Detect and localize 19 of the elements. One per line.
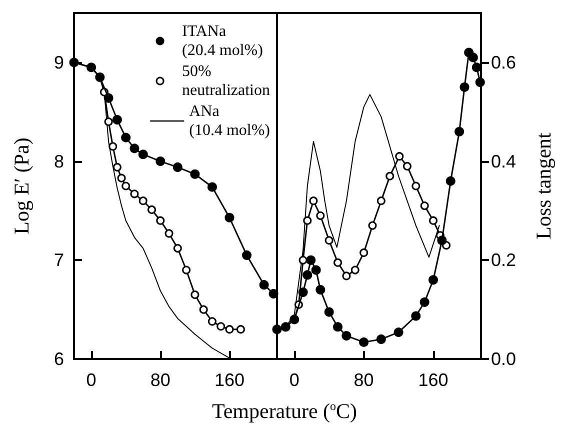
text: 0.4	[491, 151, 516, 172]
x-tick-label: 80	[150, 370, 170, 390]
y-tick-label: 6	[54, 349, 64, 369]
x-tick-label: 80	[354, 370, 374, 390]
legend-label: 50% neutralization	[182, 63, 270, 99]
y-tick-label: 8	[54, 151, 64, 172]
legend-label: ANa (10.4 mol%)	[189, 103, 270, 139]
y-axis-title: Log E′ (Pa)	[10, 138, 34, 234]
x-tick-label: 160	[214, 370, 245, 390]
text: 0.2	[491, 250, 516, 270]
text: 0.0	[491, 349, 516, 369]
y2-axis-title: Loss tangent	[532, 132, 556, 240]
y-tick-label: 9	[54, 52, 64, 72]
y-tick-label: 7	[54, 250, 64, 270]
x-tick-label: 0	[86, 370, 96, 390]
legend-label: ITANa (20.4 mol%)	[182, 23, 263, 59]
x-tick-label: 160	[418, 370, 448, 390]
text: 0.6	[491, 52, 516, 72]
x-tick-label: 0	[289, 370, 300, 390]
